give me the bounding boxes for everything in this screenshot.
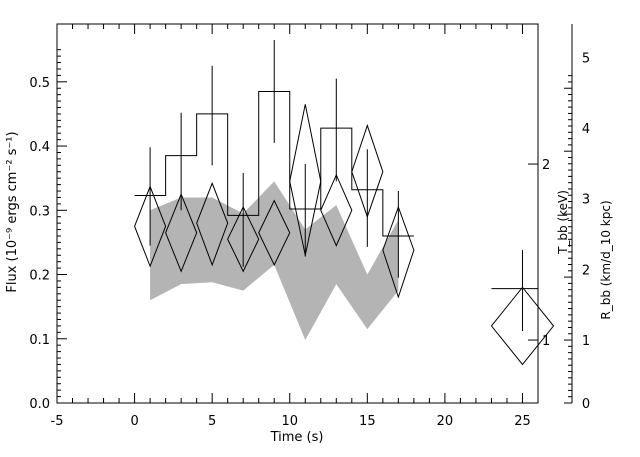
radius-diamond [382, 205, 415, 299]
right-outer-tick-label: 4 [582, 122, 590, 137]
right-inner-tick-label: 1 [542, 334, 550, 349]
x-tick-label: 0 [130, 414, 138, 429]
right-inner-tick-label: 2 [542, 158, 550, 173]
x-tick-label: 25 [514, 414, 531, 429]
x-axis-label: Time (s) [270, 430, 324, 445]
right-outer-axis-label: R_bb (km/d_10 kpc) [599, 200, 613, 319]
x-tick-label: 10 [281, 414, 298, 429]
radius-diamond [351, 123, 384, 219]
flux-range-band [150, 181, 399, 341]
right-axis-layer: 1 2 0 1 2 3 4 5 [528, 24, 590, 412]
right-outer-tick-label: 1 [582, 334, 590, 349]
x-tick-label: 20 [437, 414, 454, 429]
right-outer-tick-label: 5 [582, 51, 590, 66]
histogram-layer [134, 40, 538, 332]
x-tick-label: 5 [208, 414, 216, 429]
radius-diamond [320, 173, 353, 247]
right-outer-tick-label: 3 [582, 193, 590, 208]
y-tick-label: 0.4 [29, 140, 50, 155]
diamond-layer [134, 104, 555, 366]
right-inner-axis-label: T_bb (keV) [556, 190, 570, 255]
plot-frame [56, 23, 539, 404]
x-tick-label: -5 [51, 414, 64, 429]
right-outer-tick-label: 2 [582, 263, 590, 278]
y-tick-label: 0.3 [29, 204, 50, 219]
right-outer-tick-label: 0 [582, 397, 590, 412]
y-tick-label: 0.5 [29, 76, 50, 91]
radius-diamond [490, 286, 555, 366]
y-tick-label: 0.0 [29, 397, 50, 412]
radius-diamond [165, 192, 198, 273]
ticks-layer: -5 0 5 10 15 20 25 0.0 0.1 0.2 0.3 0.4 0.5 [29, 24, 539, 429]
radius-diamond [134, 185, 167, 268]
radius-diamond [289, 104, 322, 256]
radius-diamond [227, 205, 260, 273]
y-axis-label: Flux (10⁻⁹ ergs cm⁻² s⁻¹) [5, 131, 20, 292]
x-tick-label: 15 [359, 414, 376, 429]
y-tick-label: 0.2 [29, 269, 50, 284]
shaded-band-layer [150, 181, 399, 341]
y-tick-label: 0.1 [29, 333, 50, 348]
radius-diamond [196, 181, 229, 267]
radius-diamond [258, 199, 291, 267]
